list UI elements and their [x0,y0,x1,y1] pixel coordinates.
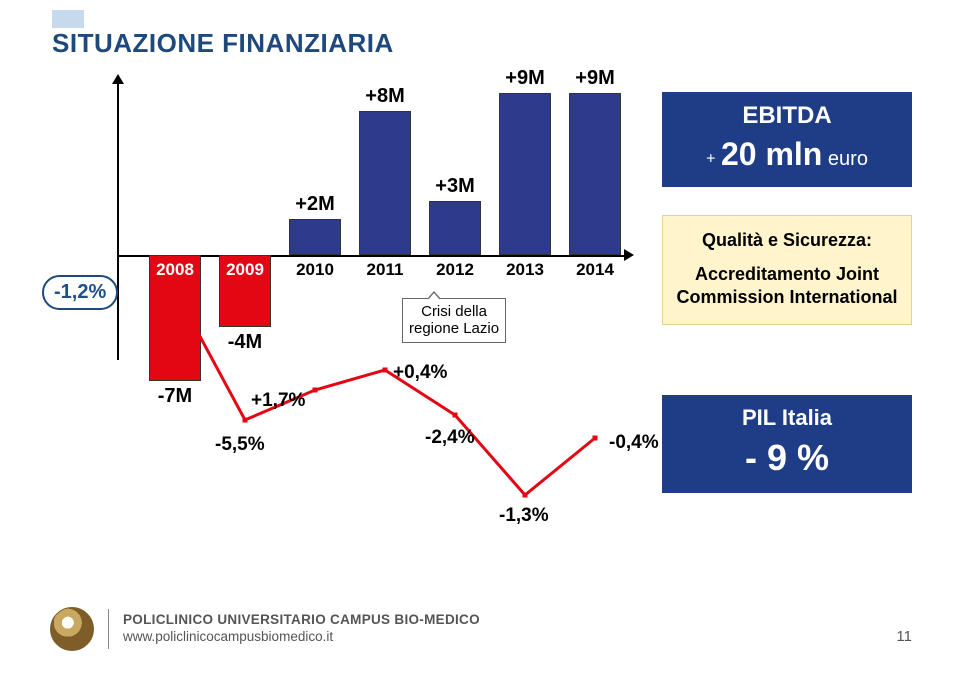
logo-icon [50,607,94,651]
pil-value: - 9 % [670,437,904,479]
pil-box: PIL Italia - 9 % [662,395,912,493]
x-label-2010: 2010 [289,260,341,280]
bar-label: -4M [219,331,271,354]
bar-rect [359,111,411,255]
bar-label: -7M [149,385,201,408]
x-label-2014: 2014 [569,260,621,280]
ebitda-value: + 20 mln euro [670,136,904,173]
pct-label-2012: -2,4% [425,427,475,449]
footer-url: www.policlinicocampusbiomedico.it [123,629,333,644]
bar-label: +2M [289,193,341,216]
quality-heading: Qualità e Sicurezza: [673,230,901,251]
pct-label-2014: -0,4% [609,432,659,454]
callout-line2: regione Lazio [409,320,499,337]
ebitda-box: EBITDA + 20 mln euro [662,92,912,187]
quality-body: Accreditamento Joint Commission Internat… [673,263,901,308]
footer-name: POLICLINICO UNIVERSITARIO CAMPUS BIO-MED… [123,612,480,627]
financial-chart: -7M2008-4M2009+2M2010+8M2011+3M2012+9M20… [52,80,622,510]
page-number: 11 [896,628,912,645]
x-label-2013: 2013 [499,260,551,280]
x-label-2011: 2011 [359,260,411,280]
pct-label-2013: -1,3% [499,505,549,527]
page-title: SITUAZIONE FINANZIARIA [52,28,394,59]
ebitda-title: EBITDA [670,102,904,130]
bars-container: -7M2008-4M2009+2M2010+8M2011+3M2012+9M20… [117,80,627,430]
bar-rect [429,201,481,255]
crisi-callout: Crisi della regione Lazio [402,298,506,343]
x-label-2008: 2008 [149,260,201,280]
bar-label: +9M [569,67,621,90]
pct-label-2011: +0,4% [393,362,447,384]
x-label-2009: 2009 [219,260,271,280]
bar-label: +8M [359,85,411,108]
pct-start-bubble: -1,2% [42,275,118,310]
pct-label-2010: +1,7% [251,390,305,412]
bar-rect [289,219,341,255]
callout-line1: Crisi della [421,303,487,320]
quality-box: Qualità e Sicurezza: Accreditamento Join… [662,215,912,325]
bar-rect [569,93,621,255]
title-accent [52,10,84,28]
bar-label: +3M [429,175,481,198]
x-label-2012: 2012 [429,260,481,280]
pil-title: PIL Italia [670,405,904,431]
bar-rect [499,93,551,255]
footer: POLICLINICO UNIVERSITARIO CAMPUS BIO-MED… [50,605,960,653]
footer-text: POLICLINICO UNIVERSITARIO CAMPUS BIO-MED… [123,612,480,646]
bar-label: +9M [499,67,551,90]
footer-separator [108,609,109,649]
pct-label-2009: -5,5% [215,434,265,456]
